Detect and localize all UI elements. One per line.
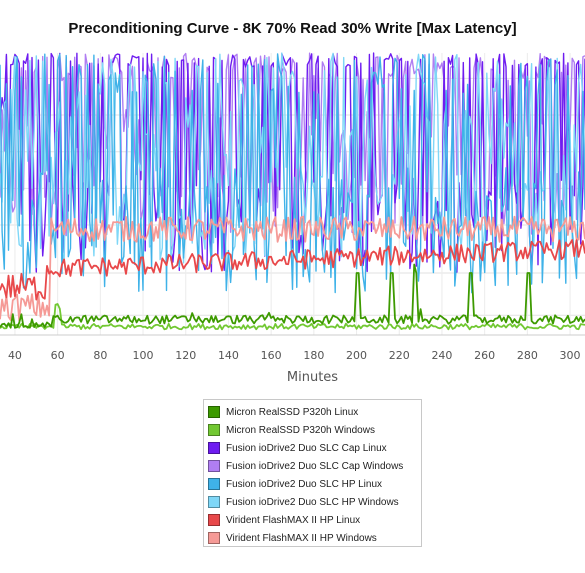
x-tick-label: 260 [474, 349, 495, 362]
legend-item: Fusion ioDrive2 Duo SLC HP Windows [208, 493, 417, 511]
legend-label: Virident FlashMAX II HP Windows [226, 532, 377, 544]
x-tick-label: 60 [51, 349, 65, 362]
x-tick-label: 240 [431, 349, 452, 362]
x-tick-label: 100 [133, 349, 154, 362]
x-tick-label: 180 [303, 349, 324, 362]
x-tick-label: 220 [389, 349, 410, 362]
legend: Micron RealSSD P320h Linux Micron RealSSD… [203, 399, 422, 547]
legend-swatch [208, 442, 220, 454]
series-line-fusion-iodrive2-duo-slc-hp-linux [0, 53, 585, 294]
legend-item: Fusion ioDrive2 Duo SLC Cap Windows [208, 457, 417, 475]
legend-item: Micron RealSSD P320h Windows [208, 421, 417, 439]
x-tick-label: 120 [175, 349, 196, 362]
series-line-micron-realssd-p320h-linux [0, 263, 585, 329]
legend-swatch [208, 406, 220, 418]
legend-label: Fusion ioDrive2 Duo SLC HP Linux [226, 478, 383, 490]
x-tick-label: 280 [517, 349, 538, 362]
legend-item: Fusion ioDrive2 Duo SLC Cap Linux [208, 439, 417, 457]
legend-label: Fusion ioDrive2 Duo SLC Cap Windows [226, 460, 404, 472]
x-tick-label: 200 [346, 349, 367, 362]
series-line-virident-flashmax-ii-hp-linux [0, 239, 585, 301]
legend-swatch [208, 496, 220, 508]
legend-label: Fusion ioDrive2 Duo SLC HP Windows [226, 496, 399, 508]
legend-swatch [208, 532, 220, 544]
x-tick-label: 40 [8, 349, 22, 362]
legend-item: Fusion ioDrive2 Duo SLC HP Linux [208, 475, 417, 493]
series-layer [0, 52, 585, 331]
chart-title: Preconditioning Curve - 8K 70% Read 30% … [68, 20, 517, 37]
legend-swatch [208, 424, 220, 436]
legend-item: Virident FlashMAX II HP Linux [208, 511, 417, 529]
x-tick-label: 80 [93, 349, 107, 362]
x-tick-label: 300 [560, 349, 581, 362]
legend-label: Micron RealSSD P320h Linux [226, 406, 359, 418]
legend-swatch [208, 478, 220, 490]
legend-swatch [208, 514, 220, 526]
legend-label: Micron RealSSD P320h Windows [226, 424, 375, 436]
x-tick-label: 140 [218, 349, 239, 362]
legend-item: Micron RealSSD P320h Linux [208, 403, 417, 421]
legend-label: Virident FlashMAX II HP Linux [226, 514, 361, 526]
x-tick-label: 160 [261, 349, 282, 362]
series-line-micron-realssd-p320h-windows [0, 303, 585, 331]
legend-item: Virident FlashMAX II HP Windows [208, 529, 417, 547]
x-tick-labels: 40 60 80 100 120 140 160 180 200 220 240 260 280 300 [0, 334, 585, 362]
series-line-virident-flashmax-ii-hp-windows [0, 215, 585, 322]
legend-swatch [208, 460, 220, 472]
legend-label: Fusion ioDrive2 Duo SLC Cap Linux [226, 442, 387, 454]
x-axis-label: Minutes [286, 370, 339, 385]
